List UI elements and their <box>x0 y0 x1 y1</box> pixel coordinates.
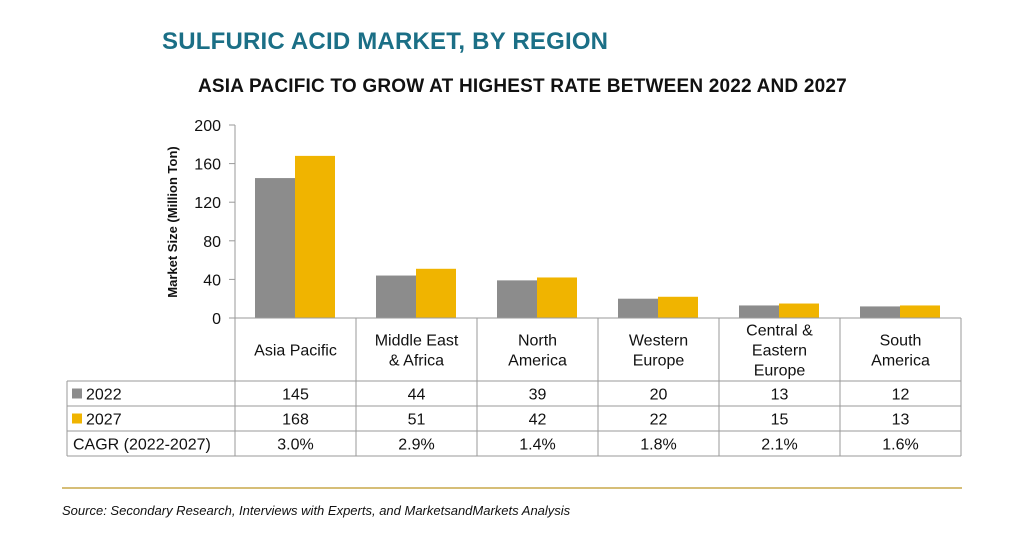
bar-2022 <box>376 275 416 318</box>
table-cell: 20 <box>650 387 668 404</box>
table-cell: 51 <box>408 412 426 429</box>
table-cell: 168 <box>282 412 309 429</box>
category-label: South <box>880 333 922 350</box>
category-label: Europe <box>754 363 806 380</box>
category-label: America <box>871 353 930 370</box>
y-tick-label: 40 <box>203 272 221 289</box>
bar-2022 <box>255 178 295 318</box>
table-cell: 15 <box>771 412 789 429</box>
category-label: North <box>518 333 557 350</box>
y-tick-label: 200 <box>194 118 221 135</box>
bar-2022 <box>739 305 779 318</box>
bar-2027 <box>537 277 577 318</box>
table-row-label: CAGR (2022-2027) <box>73 437 211 454</box>
table-cell: 42 <box>529 412 547 429</box>
bar-2027 <box>295 155 335 318</box>
y-tick-label: 0 <box>212 311 221 328</box>
category-label: Eastern <box>752 343 807 360</box>
bar-chart: 0 40 80 120 160 200 Market Size (Million Ton) A… <box>62 118 962 489</box>
table-row-label: 2027 <box>86 412 122 429</box>
chart-subtitle: ASIA PACIFIC TO GROW AT HIGHEST RATE BET… <box>198 76 847 97</box>
table-cell: 2.1% <box>761 437 797 454</box>
category-label: Western <box>629 333 688 350</box>
source-note: Source: Secondary Research, Interviews w… <box>62 503 571 518</box>
bar-2027 <box>779 303 819 318</box>
legend-swatch-2027 <box>72 413 82 424</box>
table-cell: 2.9% <box>398 437 434 454</box>
table-cell: 12 <box>892 387 910 404</box>
table-cell: 44 <box>408 387 426 404</box>
category-label: Asia Pacific <box>254 343 337 360</box>
bar-2027 <box>658 296 698 318</box>
y-tick-label: 160 <box>194 157 221 174</box>
table-cell: 22 <box>650 412 668 429</box>
table-cell: 1.6% <box>882 437 918 454</box>
chart-title: SULFURIC ACID MARKET, BY REGION <box>162 28 609 55</box>
table-cell: 1.8% <box>640 437 676 454</box>
y-tick-label: 120 <box>194 195 221 212</box>
category-label: Europe <box>633 353 685 370</box>
category-label: Middle East <box>375 333 459 350</box>
table-cell: 3.0% <box>277 437 313 454</box>
table-row-label: 2022 <box>86 387 122 404</box>
table-cell: 145 <box>282 387 309 404</box>
table-cell: 13 <box>892 412 910 429</box>
bar-2022 <box>497 280 537 318</box>
table-cell: 1.4% <box>519 437 555 454</box>
bar-2027 <box>416 268 456 318</box>
category-label: Central & <box>746 323 813 340</box>
bar-2027 <box>900 305 940 318</box>
y-tick-label: 80 <box>203 234 221 251</box>
category-label: America <box>508 353 567 370</box>
table-cell: 13 <box>771 387 789 404</box>
category-label: & Africa <box>389 353 444 370</box>
bar-2022 <box>860 306 900 318</box>
legend-swatch-2022 <box>72 388 82 399</box>
y-axis-label: Market Size (Million Ton) <box>165 146 180 297</box>
table-cell: 39 <box>529 387 547 404</box>
bar-2022 <box>618 298 658 318</box>
